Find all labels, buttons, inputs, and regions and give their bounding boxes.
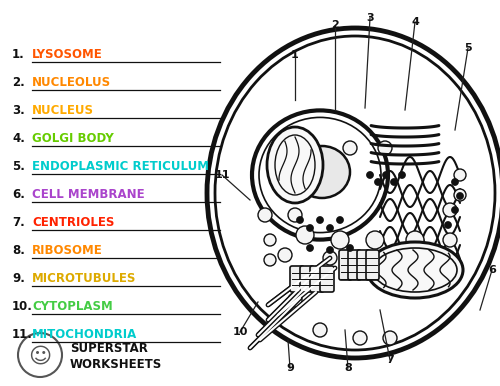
FancyBboxPatch shape — [339, 250, 352, 280]
Text: MITOCHONDRIA: MITOCHONDRIA — [32, 328, 137, 342]
Text: 4.: 4. — [12, 132, 25, 146]
Circle shape — [366, 171, 374, 178]
Circle shape — [288, 293, 302, 307]
Circle shape — [296, 217, 304, 223]
Text: 9: 9 — [286, 363, 294, 373]
Text: 3: 3 — [366, 13, 374, 23]
Circle shape — [406, 231, 424, 249]
Text: 3.: 3. — [12, 105, 25, 117]
Text: 6.: 6. — [12, 188, 25, 201]
Circle shape — [18, 333, 62, 377]
Circle shape — [264, 254, 276, 266]
Text: 5.: 5. — [12, 161, 25, 173]
Circle shape — [331, 231, 349, 249]
Text: NUCLEOLUS: NUCLEOLUS — [32, 76, 111, 90]
Circle shape — [383, 331, 397, 345]
Text: LYSOSOME: LYSOSOME — [32, 49, 103, 61]
Text: MICROTUBULES: MICROTUBULES — [32, 273, 136, 286]
Text: 2: 2 — [331, 20, 339, 30]
Text: ☺: ☺ — [28, 347, 52, 367]
Circle shape — [258, 208, 272, 222]
Text: WORKSHEETS: WORKSHEETS — [70, 359, 162, 371]
Circle shape — [306, 244, 314, 252]
Circle shape — [336, 217, 344, 223]
Ellipse shape — [294, 146, 350, 198]
Text: CENTRIOLES: CENTRIOLES — [32, 217, 114, 230]
Text: 8: 8 — [344, 363, 352, 373]
Circle shape — [326, 247, 334, 254]
Text: 7.: 7. — [12, 217, 25, 230]
Text: CELL MEMBRANE: CELL MEMBRANE — [32, 188, 144, 201]
Text: SUPERSTAR: SUPERSTAR — [70, 342, 148, 356]
Circle shape — [366, 231, 384, 249]
Text: 6: 6 — [488, 265, 496, 275]
FancyBboxPatch shape — [290, 266, 304, 292]
Circle shape — [361, 251, 375, 265]
Circle shape — [390, 178, 398, 186]
Text: 11.: 11. — [12, 328, 33, 342]
Text: CYTOPLASM: CYTOPLASM — [32, 300, 113, 313]
Circle shape — [316, 217, 324, 223]
Circle shape — [454, 169, 466, 181]
Text: 7: 7 — [386, 355, 394, 365]
Circle shape — [288, 208, 302, 222]
Circle shape — [323, 251, 337, 265]
Text: ENDOPLASMIC RETICULUM: ENDOPLASMIC RETICULUM — [32, 161, 209, 173]
Circle shape — [452, 178, 458, 186]
Circle shape — [398, 171, 406, 178]
Circle shape — [443, 203, 457, 217]
Text: NUCLEUS: NUCLEUS — [32, 105, 94, 117]
FancyBboxPatch shape — [310, 266, 324, 292]
Text: 9.: 9. — [12, 273, 25, 286]
Circle shape — [452, 207, 458, 213]
Circle shape — [264, 234, 276, 246]
Text: GOLGI BODY: GOLGI BODY — [32, 132, 114, 146]
Ellipse shape — [267, 127, 323, 203]
Circle shape — [296, 226, 314, 244]
Text: 11: 11 — [214, 170, 230, 180]
Ellipse shape — [367, 242, 463, 298]
Circle shape — [443, 233, 457, 247]
Circle shape — [456, 193, 464, 200]
FancyBboxPatch shape — [366, 250, 379, 280]
Circle shape — [378, 141, 392, 155]
Circle shape — [313, 323, 327, 337]
Circle shape — [382, 171, 390, 178]
Circle shape — [278, 248, 292, 262]
Circle shape — [374, 178, 382, 186]
Circle shape — [353, 331, 367, 345]
Circle shape — [326, 225, 334, 232]
FancyBboxPatch shape — [357, 250, 370, 280]
Text: 1.: 1. — [12, 49, 25, 61]
Text: 10: 10 — [232, 327, 248, 337]
FancyBboxPatch shape — [320, 266, 334, 292]
FancyBboxPatch shape — [300, 266, 314, 292]
Circle shape — [454, 189, 466, 201]
FancyBboxPatch shape — [348, 250, 361, 280]
Text: 4: 4 — [411, 17, 419, 27]
Circle shape — [343, 141, 357, 155]
Text: RIBOSOME: RIBOSOME — [32, 244, 103, 257]
Circle shape — [444, 222, 452, 229]
Text: 2.: 2. — [12, 76, 25, 90]
Circle shape — [346, 244, 354, 252]
Circle shape — [306, 225, 314, 232]
Text: 5: 5 — [464, 43, 472, 53]
Text: 10.: 10. — [12, 300, 33, 313]
Text: 8.: 8. — [12, 244, 25, 257]
Text: 1: 1 — [291, 50, 299, 60]
